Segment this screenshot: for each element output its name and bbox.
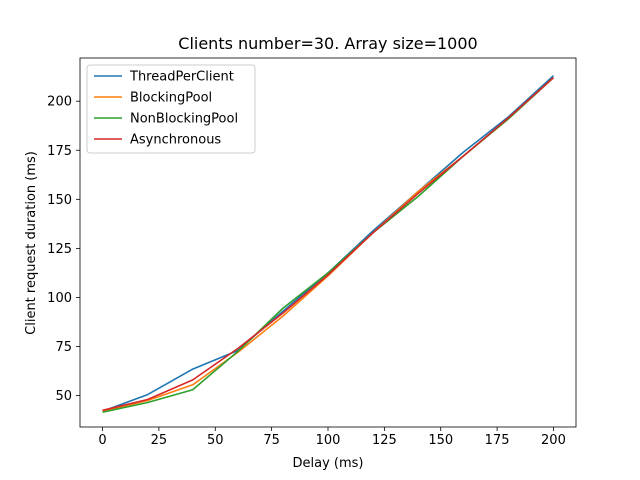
x-tick-label: 25 [151,433,168,448]
y-tick-label: 100 [47,291,72,306]
y-axis: 50 75 100 125 150 175 200 [47,95,80,404]
y-tick-label: 200 [47,95,72,110]
x-tick-label: 75 [263,433,280,448]
y-tick-label: 150 [47,193,72,208]
x-tick-label: 100 [316,433,341,448]
y-axis-label: Client request duration (ms) [24,151,39,335]
legend-label: BlockingPool [130,91,212,106]
x-tick-label: 0 [98,433,106,448]
series-lines [102,75,554,414]
y-tick-label: 125 [47,242,72,257]
x-tick-label: 175 [485,433,510,448]
y-tick-label: 175 [47,144,72,159]
y-tick-label: 75 [55,340,72,355]
legend: ThreadPerClient BlockingPool NonBlockingPo… [86,64,256,154]
legend-label: Asynchronous [130,133,221,148]
legend-box [86,64,256,154]
series-line-asynchronous [102,77,554,412]
x-tick-label: 150 [428,433,453,448]
legend-label: ThreadPerClient [129,70,234,85]
chart-title: Clients number=30. Array size=1000 [178,34,477,53]
x-tick-label: 125 [372,433,397,448]
x-tick-label: 50 [207,433,224,448]
x-axis-label: Delay (ms) [293,456,364,471]
y-tick-label: 50 [55,389,72,404]
x-axis: 0 25 50 75 100 125 150 175 200 [98,427,566,448]
x-tick-label: 200 [541,433,566,448]
legend-label: NonBlockingPool [130,112,238,127]
